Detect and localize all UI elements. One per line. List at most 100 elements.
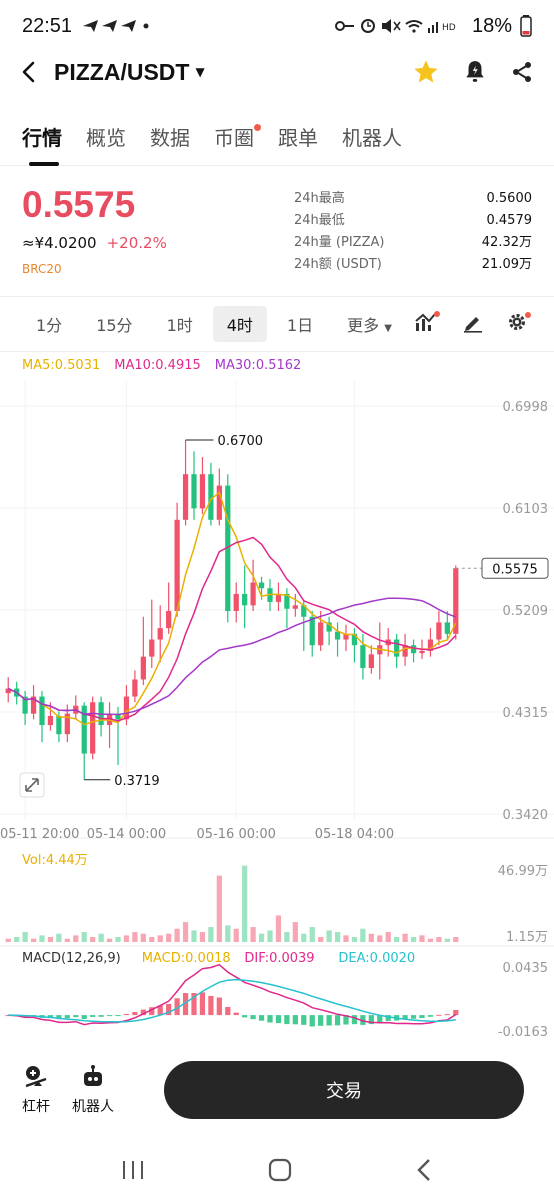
trade-button[interactable]: 交易: [164, 1061, 524, 1119]
volume-bar: [410, 937, 417, 942]
home-icon[interactable]: [267, 1157, 293, 1183]
macd-histogram-bar: [90, 1015, 96, 1017]
indicator-tool[interactable]: [414, 311, 440, 337]
macd-histogram-bar: [56, 1015, 62, 1020]
draw-tool[interactable]: [462, 311, 484, 337]
volume-bar: [14, 937, 20, 942]
macd-histogram-bar: [73, 1015, 79, 1018]
macd-tick-label: -0.0163: [498, 1025, 548, 1040]
macd-histogram-bar: [318, 1015, 324, 1026]
star-icon[interactable]: [412, 58, 440, 86]
macd-value: MACD:0.0018: [142, 951, 231, 966]
period-selector: 1分 15分 1时 4时 1日 更多 ▼: [0, 296, 554, 352]
leverage-button[interactable]: 杠杆: [22, 1064, 50, 1116]
candle-body: [250, 582, 256, 606]
volume-bar: [267, 930, 273, 942]
volume-bar: [334, 932, 341, 942]
volume-tick-label: 1.15万: [506, 930, 548, 945]
volume-bar: [90, 937, 96, 942]
macd-histogram-bar: [368, 1015, 374, 1025]
price-tick-label: 0.5209: [503, 604, 549, 619]
period-1m[interactable]: 1分: [36, 316, 63, 335]
macd-histogram-bar: [284, 1015, 290, 1025]
back-nav-icon[interactable]: [415, 1158, 433, 1182]
candle-body: [140, 656, 146, 680]
volume-label: Vol:4.44万: [22, 853, 88, 868]
volume-bar: [385, 932, 391, 942]
recent-apps-icon[interactable]: [121, 1159, 145, 1181]
candle-body: [242, 593, 248, 606]
time-label: 05-14 00:00: [87, 827, 166, 842]
ma5-line: [7, 491, 457, 726]
volume-bar: [106, 938, 113, 942]
candles: [5, 439, 459, 780]
robot-button[interactable]: 机器人: [72, 1064, 114, 1116]
system-nav-bar: [0, 1140, 554, 1200]
price-tick-label: 0.6103: [503, 502, 549, 517]
volume-bar: [444, 938, 450, 942]
tab-overview[interactable]: 概览: [86, 118, 126, 166]
macd-histogram-bar: [149, 1007, 155, 1016]
kline-chart[interactable]: 0.6700 0.3719 0.5575 0.6998 0.6103 0.5209 0.4…: [0, 380, 554, 1040]
macd-histogram-bar: [301, 1015, 307, 1025]
macd-histogram-bar: [360, 1015, 366, 1025]
tab-coin-circle[interactable]: 币圈: [214, 118, 261, 166]
pair-title[interactable]: PIZZA/USDT: [54, 58, 190, 85]
low-annotation: 0.3719: [114, 774, 160, 789]
tab-label: 机器人: [342, 126, 402, 150]
dif-line: [8, 963, 457, 1026]
last-price-label: 0.5575: [492, 562, 538, 577]
candle-body: [216, 485, 222, 520]
period-1d[interactable]: 1日: [286, 316, 314, 335]
macd-histogram-bar: [258, 1015, 265, 1021]
expand-icon[interactable]: [19, 772, 45, 798]
candle-body: [208, 474, 214, 520]
period-15m[interactable]: 15分: [96, 316, 133, 335]
price-tick-label: 0.4315: [503, 706, 549, 721]
settings-tool[interactable]: [506, 311, 532, 337]
tab-robot[interactable]: 机器人: [342, 118, 402, 166]
macd-histogram-bar: [47, 1015, 54, 1019]
volume-bar: [174, 928, 180, 942]
tab-market[interactable]: 行情: [22, 118, 62, 166]
dif-value: DIF:0.0039: [244, 951, 314, 966]
volume-bar: [368, 933, 374, 942]
back-button[interactable]: [20, 54, 50, 90]
volume-bar: [309, 927, 315, 942]
macd-histogram-bar: [436, 1014, 442, 1016]
candle-body: [191, 474, 197, 509]
caret-down-icon[interactable]: ▼: [195, 65, 205, 79]
candle-body: [436, 622, 442, 640]
tab-copy-trading[interactable]: 跟单: [278, 118, 318, 166]
volume-bar: [30, 938, 37, 942]
candle-body: [258, 582, 265, 589]
cny-price: ≈¥4.0200: [22, 234, 97, 252]
macd-histogram-bar: [242, 1015, 248, 1018]
tab-label: 币圈: [214, 126, 254, 150]
share-icon[interactable]: [510, 60, 534, 84]
period-4h[interactable]: 4时: [212, 306, 267, 342]
token-tag[interactable]: BRC20: [22, 262, 62, 276]
candle-body: [64, 713, 70, 735]
macd-label: MACD(12,26,9): [22, 951, 121, 966]
volume-bar: [208, 927, 214, 942]
candle-body: [81, 705, 87, 754]
period-1h[interactable]: 1时: [166, 316, 193, 335]
tab-data[interactable]: 数据: [150, 118, 190, 166]
candle-body: [39, 696, 45, 726]
macd-histogram-bar: [351, 1015, 358, 1025]
trade-label: 交易: [326, 1081, 362, 1102]
period-more[interactable]: 更多 ▼: [333, 306, 406, 342]
battery-icon: [520, 15, 532, 37]
chevron-left-icon: [22, 61, 35, 83]
tab-label: 数据: [150, 126, 190, 150]
price-alert-icon[interactable]: [462, 59, 488, 85]
last-price: 0.5575: [22, 184, 136, 225]
tab-label: 概览: [86, 126, 126, 150]
candle-body: [47, 715, 54, 726]
candle-body: [368, 654, 374, 669]
stat-label: 24h最低: [294, 213, 345, 228]
system-status-icons: HD: [334, 19, 456, 33]
candle-body: [410, 645, 417, 654]
macd-histogram-bar: [166, 1003, 172, 1016]
